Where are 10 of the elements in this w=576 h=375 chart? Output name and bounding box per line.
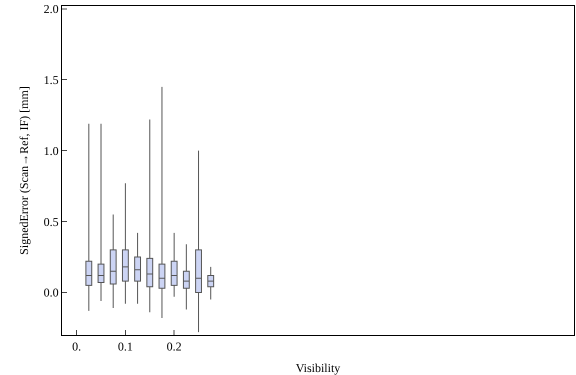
x-tick-label: 0. (72, 339, 82, 354)
x-tick-label: 0.1 (118, 339, 133, 354)
y-tick-label: 0.0 (44, 286, 59, 300)
y-tick-label: 0.5 (44, 214, 59, 229)
y-axis-title: SignedError (Scan→Ref, IF) [mm] (17, 86, 31, 255)
x-tick-label: 0.2 (166, 339, 182, 354)
y-tick-label: 1.5 (44, 72, 59, 87)
y-tick-label: 2.0 (44, 2, 59, 16)
x-axis-title: Visibility (296, 361, 340, 375)
y-tick-label: 1.0 (44, 144, 59, 158)
